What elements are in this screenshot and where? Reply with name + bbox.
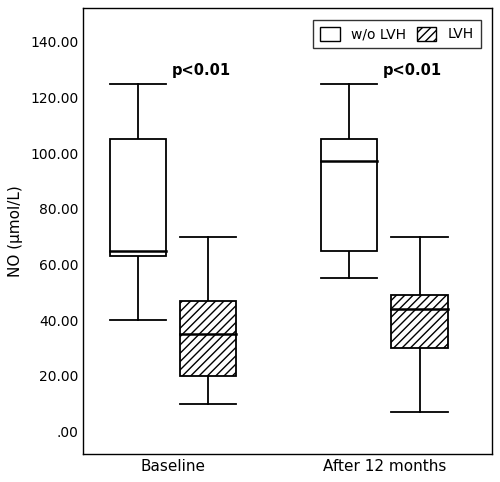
Bar xyxy=(110,139,166,256)
Bar xyxy=(180,301,236,376)
Text: p<0.01: p<0.01 xyxy=(382,63,442,78)
Bar xyxy=(392,295,448,348)
Legend: w/o LVH, LVH: w/o LVH, LVH xyxy=(314,20,480,48)
Text: p<0.01: p<0.01 xyxy=(172,63,230,78)
Bar xyxy=(321,139,378,251)
Y-axis label: NO (μmol/L): NO (μmol/L) xyxy=(8,185,24,277)
